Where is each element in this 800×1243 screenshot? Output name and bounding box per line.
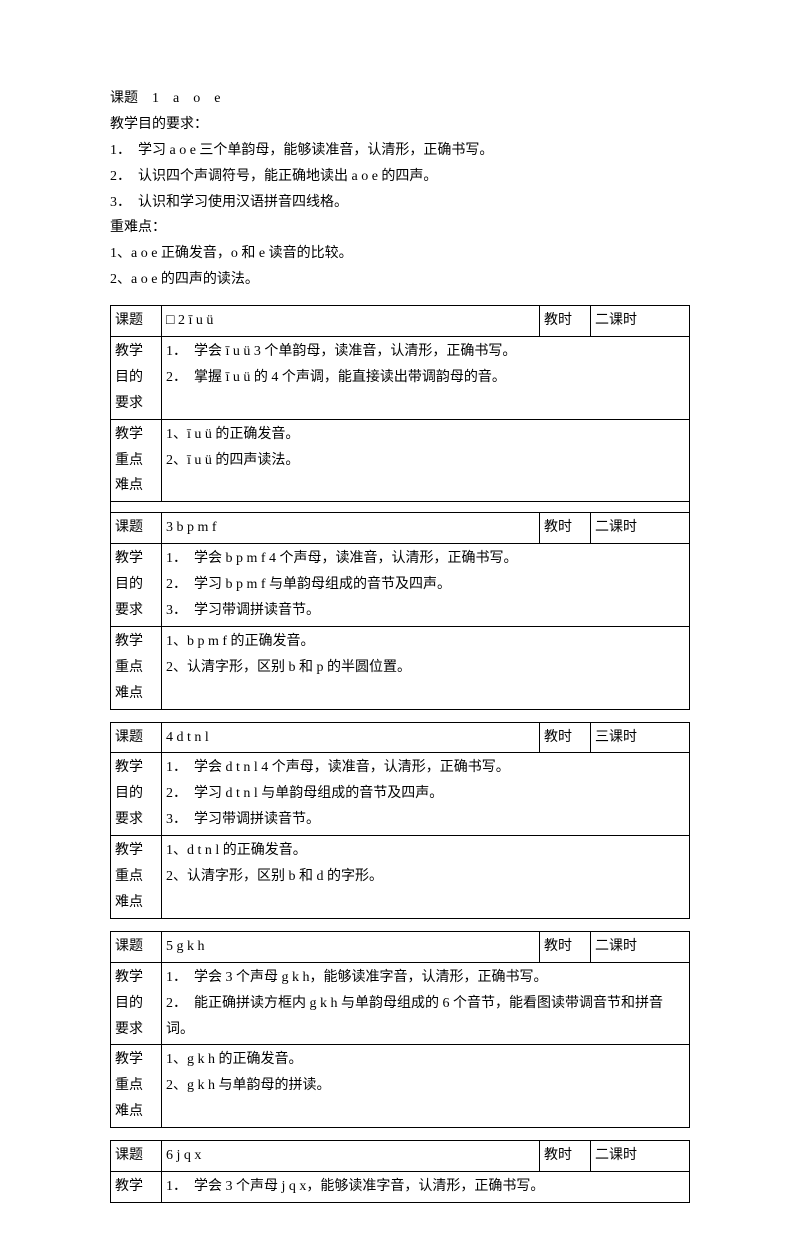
intro-diff-label: 重难点： <box>110 215 690 241</box>
lesson-tables: 课题□ 2 ī u ü教时二课时教学目的要求1． 学会 ī u ü 3 个单韵母… <box>110 305 690 1203</box>
lesson-goals-cell: 1． 学会 b p m f 4 个声母，读准音，认清形，正确书写。2． 学习 b… <box>162 544 690 627</box>
list-item: 1． 学会 d t n l 4 个声母，读准音，认清形，正确书写。 <box>166 755 685 781</box>
jiaoshi-value: 二课时 <box>591 306 690 337</box>
lesson-title: 4 d t n l <box>162 722 540 753</box>
list-item: 1、b p m f 的正确发音。 <box>166 629 685 655</box>
lesson-table: 课题5 g k h教时二课时教学目的要求1． 学会 3 个声母 g k h，能够… <box>110 931 690 1128</box>
list-item: 3． 学习带调拼读音节。 <box>166 598 685 624</box>
keti-label: 课题 <box>111 931 162 962</box>
intro-goal-3: 3． 认识和学习使用汉语拼音四线格。 <box>110 190 690 216</box>
jiaoshi-value: 二课时 <box>591 1141 690 1172</box>
list-item: 2、ī u ü 的四声读法。 <box>166 448 685 474</box>
lesson-diff-row: 教学重点难点1、b p m f 的正确发音。2、认清字形，区别 b 和 p 的半… <box>111 626 690 709</box>
mudi-label: 教学目的要求 <box>111 544 162 627</box>
intro-goal-2: 2． 认识四个声调符号，能正确地读出 a o e 的四声。 <box>110 164 690 190</box>
lesson-goals-cell: 1． 学会 3 个声母 g k h，能够读准字音，认清形，正确书写。2． 能正确… <box>162 962 690 1045</box>
lesson-goals-row: 教学目的要求1． 学会 3 个声母 g k h，能够读准字音，认清形，正确书写。… <box>111 962 690 1045</box>
lesson-goals-row: 教学目的要求1． 学会 b p m f 4 个声母，读准音，认清形，正确书写。2… <box>111 544 690 627</box>
document-page: 课题 1 a o e 教学目的要求： 1． 学习 a o e 三个单韵母，能够读… <box>0 0 800 1243</box>
list-item: 2、认清字形，区别 b 和 d 的字形。 <box>166 864 685 890</box>
keti-label: 课题 <box>111 722 162 753</box>
lesson-title: 5 g k h <box>162 931 540 962</box>
lesson-diff-row: 教学重点难点1、ī u ü 的正确发音。2、ī u ü 的四声读法。 <box>111 419 690 502</box>
lesson-diff-row: 教学重点难点1、d t n l 的正确发音。2、认清字形，区别 b 和 d 的字… <box>111 836 690 919</box>
lesson-goals-row: 教学1． 学会 3 个声母 j q x，能够读准字音，认清形，正确书写。 <box>111 1171 690 1202</box>
intro-goal-1: 1． 学习 a o e 三个单韵母，能够读准音，认清形，正确书写。 <box>110 138 690 164</box>
lesson-title: 6 j q x <box>162 1141 540 1172</box>
lesson-title: □ 2 ī u ü <box>162 306 540 337</box>
list-item: 2、认清字形，区别 b 和 p 的半圆位置。 <box>166 655 685 681</box>
list-item: 1、ī u ü 的正确发音。 <box>166 422 685 448</box>
lesson-diff-cell: 1、d t n l 的正确发音。2、认清字形，区别 b 和 d 的字形。 <box>162 836 690 919</box>
lesson-goals-row: 教学目的要求1． 学会 ī u ü 3 个单韵母，读准音，认清形，正确书写。2．… <box>111 337 690 420</box>
zhongdian-label: 教学重点难点 <box>111 1045 162 1128</box>
zhongdian-label: 教学重点难点 <box>111 836 162 919</box>
list-item: 1、d t n l 的正确发音。 <box>166 838 685 864</box>
lesson-diff-cell: 1、ī u ü 的正确发音。2、ī u ü 的四声读法。 <box>162 419 690 502</box>
intro-diff-2: 2、a o e 的四声的读法。 <box>110 267 690 293</box>
zhongdian-label: 教学重点难点 <box>111 626 162 709</box>
lesson-goals-cell: 1． 学会 3 个声母 j q x，能够读准字音，认清形，正确书写。 <box>162 1171 690 1202</box>
list-item: 1． 学会 3 个声母 j q x，能够读准字音，认清形，正确书写。 <box>166 1174 685 1200</box>
lesson-goals-cell: 1． 学会 d t n l 4 个声母，读准音，认清形，正确书写。2． 学习 d… <box>162 753 690 836</box>
intro-goals-label: 教学目的要求： <box>110 112 690 138</box>
jiaoshi-label: 教时 <box>540 722 591 753</box>
keti-label: 课题 <box>111 1141 162 1172</box>
lesson-header-row: 课题4 d t n l教时三课时 <box>111 722 690 753</box>
list-item: 2． 学习 b p m f 与单韵母组成的音节及四声。 <box>166 572 685 598</box>
jiaoshi-label: 教时 <box>540 513 591 544</box>
lesson-header-row: 课题□ 2 ī u ü教时二课时 <box>111 306 690 337</box>
lesson-goals-cell: 1． 学会 ī u ü 3 个单韵母，读准音，认清形，正确书写。2． 掌握 ī … <box>162 337 690 420</box>
lesson-diff-cell: 1、g k h 的正确发音。2、g k h 与单韵母的拼读。 <box>162 1045 690 1128</box>
jiaoshi-value: 三课时 <box>591 722 690 753</box>
list-item: 1． 学会 ī u ü 3 个单韵母，读准音，认清形，正确书写。 <box>166 339 685 365</box>
list-item: 2． 掌握 ī u ü 的 4 个声调，能直接读出带调韵母的音。 <box>166 365 685 391</box>
jiaoshi-value: 二课时 <box>591 931 690 962</box>
list-item: 1． 学会 3 个声母 g k h，能够读准字音，认清形，正确书写。 <box>166 965 685 991</box>
lesson-goals-row: 教学目的要求1． 学会 d t n l 4 个声母，读准音，认清形，正确书写。2… <box>111 753 690 836</box>
intro-title-line: 课题 1 a o e <box>110 86 690 112</box>
lesson-diff-row: 教学重点难点1、g k h 的正确发音。2、g k h 与单韵母的拼读。 <box>111 1045 690 1128</box>
mudi-label: 教学目的要求 <box>111 962 162 1045</box>
list-item: 2． 学习 d t n l 与单韵母组成的音节及四声。 <box>166 781 685 807</box>
list-item: 3． 学习带调拼读音节。 <box>166 807 685 833</box>
mudi-label: 教学目的要求 <box>111 753 162 836</box>
lesson-header-row: 课题5 g k h教时二课时 <box>111 931 690 962</box>
list-item: 1、g k h 的正确发音。 <box>166 1047 685 1073</box>
keti-label: 课题 <box>110 91 138 106</box>
lesson-diff-cell: 1、b p m f 的正确发音。2、认清字形，区别 b 和 p 的半圆位置。 <box>162 626 690 709</box>
list-item: 2． 能正确拼读方框内 g k h 与单韵母组成的 6 个音节，能看图读带调音节… <box>166 991 685 1043</box>
lesson-table: 课题4 d t n l教时三课时教学目的要求1． 学会 d t n l 4 个声… <box>110 722 690 919</box>
mudi-label: 教学目的要求 <box>111 337 162 420</box>
intro-diff-1: 1、a o e 正确发音，o 和 e 读音的比较。 <box>110 241 690 267</box>
intro-block: 课题 1 a o e 教学目的要求： 1． 学习 a o e 三个单韵母，能够读… <box>110 86 690 293</box>
mudi-label: 教学 <box>111 1171 162 1202</box>
jiaoshi-label: 教时 <box>540 306 591 337</box>
keti-label: 课题 <box>111 513 162 544</box>
list-item: 2、g k h 与单韵母的拼读。 <box>166 1073 685 1099</box>
intro-title: 1 a o e <box>152 91 220 106</box>
lesson-header-row: 课题6 j q x教时二课时 <box>111 1141 690 1172</box>
lesson-table: 课题□ 2 ī u ü教时二课时教学目的要求1． 学会 ī u ü 3 个单韵母… <box>110 305 690 709</box>
blank-row <box>111 502 690 513</box>
lesson-header-row: 课题3 b p m f教时二课时 <box>111 513 690 544</box>
lesson-title: 3 b p m f <box>162 513 540 544</box>
lesson-table: 课题6 j q x教时二课时教学1． 学会 3 个声母 j q x，能够读准字音… <box>110 1140 690 1203</box>
jiaoshi-label: 教时 <box>540 931 591 962</box>
list-item: 1． 学会 b p m f 4 个声母，读准音，认清形，正确书写。 <box>166 546 685 572</box>
zhongdian-label: 教学重点难点 <box>111 419 162 502</box>
keti-label: 课题 <box>111 306 162 337</box>
jiaoshi-value: 二课时 <box>591 513 690 544</box>
jiaoshi-label: 教时 <box>540 1141 591 1172</box>
